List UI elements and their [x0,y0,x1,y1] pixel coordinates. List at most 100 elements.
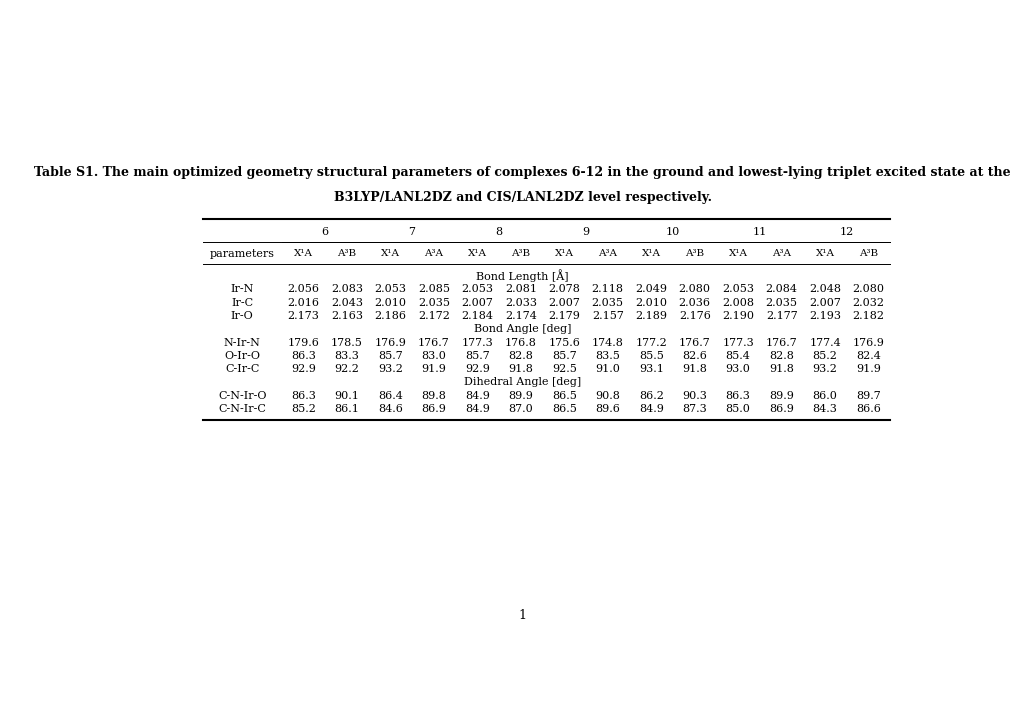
Text: 2.056: 2.056 [287,284,319,294]
Text: A³B: A³B [858,249,877,258]
Text: 84.3: 84.3 [812,404,837,414]
Text: 86.6: 86.6 [855,404,880,414]
Text: 92.9: 92.9 [465,364,489,374]
Text: 93.0: 93.0 [726,364,750,374]
Text: 2.035: 2.035 [418,297,449,307]
Text: 2.010: 2.010 [374,297,406,307]
Text: 176.9: 176.9 [852,338,883,348]
Text: 87.0: 87.0 [507,404,533,414]
Text: 2.176: 2.176 [678,311,710,321]
Text: 2.083: 2.083 [330,284,363,294]
Text: A³A: A³A [424,249,443,258]
Text: 7: 7 [409,227,415,237]
Text: 89.9: 89.9 [768,391,794,401]
Text: Dihedral Angle [deg]: Dihedral Angle [deg] [464,377,581,387]
Text: 6: 6 [321,227,328,237]
Text: X¹A: X¹A [554,249,574,258]
Text: 177.2: 177.2 [635,338,666,348]
Text: 2.032: 2.032 [852,297,883,307]
Text: 86.5: 86.5 [551,391,576,401]
Text: Bond Angle [deg]: Bond Angle [deg] [474,324,571,334]
Text: 2.184: 2.184 [461,311,493,321]
Text: 2.007: 2.007 [808,297,841,307]
Text: 89.8: 89.8 [421,391,446,401]
Text: 86.4: 86.4 [378,391,403,401]
Text: 2.172: 2.172 [418,311,449,321]
Text: 86.2: 86.2 [638,391,663,401]
Text: 86.3: 86.3 [290,391,316,401]
Text: 176.7: 176.7 [765,338,797,348]
Text: 2.193: 2.193 [808,311,841,321]
Text: 2.010: 2.010 [635,297,666,307]
Text: 2.085: 2.085 [418,284,449,294]
Text: 83.5: 83.5 [595,351,620,361]
Text: 178.5: 178.5 [330,338,363,348]
Text: 2.016: 2.016 [287,297,319,307]
Text: 91.8: 91.8 [682,364,706,374]
Text: 91.9: 91.9 [421,364,446,374]
Text: 179.6: 179.6 [287,338,319,348]
Text: 86.9: 86.9 [421,404,446,414]
Text: 2.081: 2.081 [504,284,536,294]
Text: 85.2: 85.2 [812,351,837,361]
Text: 93.1: 93.1 [638,364,663,374]
Text: 2.043: 2.043 [330,297,363,307]
Text: 2.053: 2.053 [374,284,406,294]
Text: A³B: A³B [337,249,356,258]
Text: 86.9: 86.9 [768,404,794,414]
Text: 2.036: 2.036 [678,297,710,307]
Text: 93.2: 93.2 [812,364,837,374]
Text: 176.8: 176.8 [504,338,536,348]
Text: A³A: A³A [771,249,791,258]
Text: 84.6: 84.6 [378,404,403,414]
Text: 8: 8 [495,227,502,237]
Text: 93.2: 93.2 [378,364,403,374]
Text: 175.6: 175.6 [548,338,580,348]
Text: 83.0: 83.0 [421,351,446,361]
Text: 86.1: 86.1 [334,404,359,414]
Text: 2.189: 2.189 [635,311,666,321]
Text: 2.174: 2.174 [504,311,536,321]
Text: X¹A: X¹A [641,249,660,258]
Text: 176.7: 176.7 [418,338,449,348]
Text: 90.8: 90.8 [595,391,620,401]
Text: 176.7: 176.7 [679,338,710,348]
Text: 83.3: 83.3 [334,351,359,361]
Text: 2.007: 2.007 [548,297,580,307]
Text: 91.8: 91.8 [768,364,794,374]
Text: 89.9: 89.9 [507,391,533,401]
Text: 2.035: 2.035 [765,297,797,307]
Text: 82.4: 82.4 [855,351,880,361]
Text: 2.084: 2.084 [765,284,797,294]
Text: 2.182: 2.182 [852,311,883,321]
Text: 174.8: 174.8 [591,338,623,348]
Text: 89.7: 89.7 [855,391,880,401]
Text: O-Ir-O: O-Ir-O [224,351,260,361]
Text: 2.033: 2.033 [504,297,536,307]
Text: 2.118: 2.118 [591,284,624,294]
Text: 85.4: 85.4 [726,351,750,361]
Text: 2.049: 2.049 [635,284,666,294]
Text: 177.4: 177.4 [808,338,841,348]
Text: 86.3: 86.3 [290,351,316,361]
Text: 91.0: 91.0 [595,364,620,374]
Text: 177.3: 177.3 [721,338,753,348]
Text: Bond Length [Å]: Bond Length [Å] [476,269,569,282]
Text: 82.8: 82.8 [507,351,533,361]
Text: 2.173: 2.173 [287,311,319,321]
Text: X¹A: X¹A [380,249,399,258]
Text: 84.9: 84.9 [465,391,489,401]
Text: 11: 11 [752,227,766,237]
Text: 92.2: 92.2 [334,364,359,374]
Text: Ir-O: Ir-O [230,311,254,321]
Text: 2.048: 2.048 [808,284,841,294]
Text: 85.7: 85.7 [378,351,403,361]
Text: 2.179: 2.179 [548,311,580,321]
Text: 85.7: 85.7 [465,351,489,361]
Text: 86.0: 86.0 [812,391,837,401]
Text: 85.5: 85.5 [638,351,663,361]
Text: 84.9: 84.9 [465,404,489,414]
Text: 91.9: 91.9 [855,364,880,374]
Text: 87.3: 87.3 [682,404,706,414]
Text: 2.190: 2.190 [721,311,753,321]
